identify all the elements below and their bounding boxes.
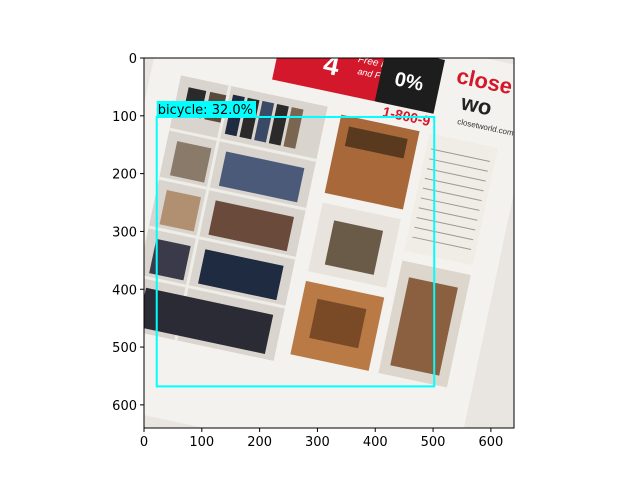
x-axis: 0 100 200 300 400 500 600 <box>140 428 503 450</box>
y-tick-label: 500 <box>112 341 137 356</box>
x-tick-label: 0 <box>140 435 148 450</box>
y-tick-label: 600 <box>112 399 137 414</box>
detection-box: bicycle: 32.0% <box>155 100 436 388</box>
y-tick-label: 400 <box>112 283 137 298</box>
newspaper-closet-photo: 4 Free Fi and Fi 0% 1-800-9 close wo <box>144 58 514 428</box>
y-tick-label: 200 <box>112 168 137 183</box>
x-tick-label: 600 <box>478 435 503 450</box>
y-axis: 0 100 200 300 400 500 600 <box>112 52 144 414</box>
axes-frame <box>143 57 515 429</box>
detection-label: bicycle: 32.0% <box>158 103 253 118</box>
label-background <box>156 100 256 117</box>
x-tick-label: 500 <box>421 435 446 450</box>
x-tick-label: 100 <box>189 435 214 450</box>
x-tick-label: 300 <box>305 435 330 450</box>
x-tick-label: 200 <box>247 435 272 450</box>
y-tick-label: 0 <box>129 52 137 67</box>
x-tick-label: 400 <box>363 435 388 450</box>
y-tick-label: 100 <box>112 110 137 125</box>
bounding-box <box>155 115 436 388</box>
y-tick-label: 300 <box>112 225 137 240</box>
